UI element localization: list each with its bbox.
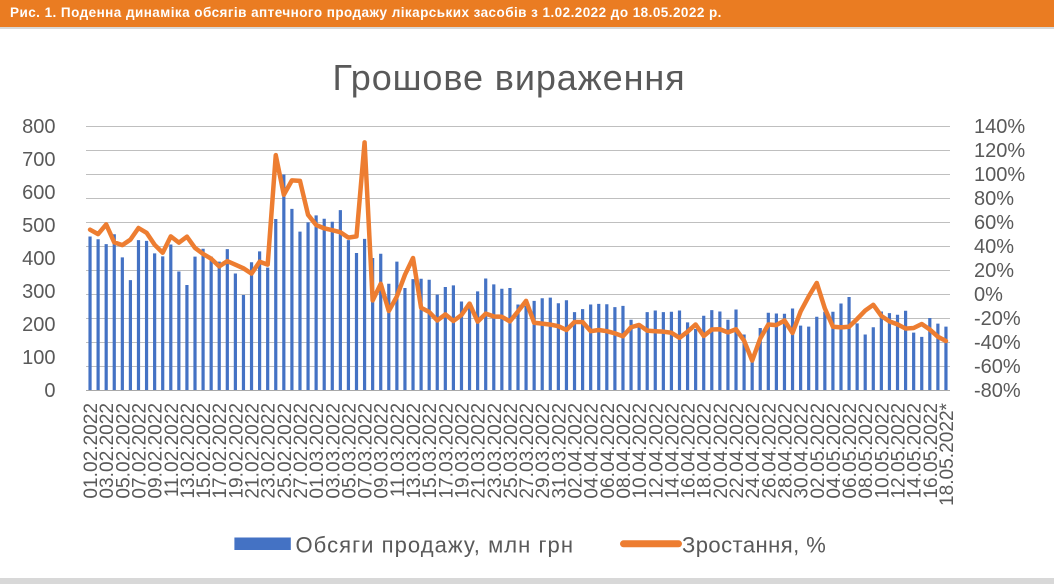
svg-text:17.02.2022: 17.02.2022 — [210, 403, 231, 499]
svg-text:25.03.2022: 25.03.2022 — [501, 403, 522, 499]
svg-text:20%: 20% — [974, 260, 1014, 282]
svg-text:15.02.2022: 15.02.2022 — [194, 403, 215, 499]
svg-text:05.03.2022: 05.03.2022 — [339, 403, 360, 499]
svg-text:19.02.2022: 19.02.2022 — [226, 403, 247, 499]
svg-text:200: 200 — [22, 314, 55, 336]
svg-text:05.02.2022: 05.02.2022 — [113, 403, 134, 499]
svg-text:14.05.2022: 14.05.2022 — [905, 403, 926, 499]
svg-text:23.02.2022: 23.02.2022 — [259, 403, 280, 499]
svg-text:04.05.2022: 04.05.2022 — [824, 403, 845, 499]
svg-text:18.05.2022*: 18.05.2022* — [937, 402, 958, 506]
svg-text:10.05.2022: 10.05.2022 — [872, 403, 893, 499]
svg-text:03.02.2022: 03.02.2022 — [97, 403, 118, 499]
svg-text:28.04.2022: 28.04.2022 — [775, 403, 796, 499]
svg-text:08.05.2022: 08.05.2022 — [856, 403, 877, 499]
svg-text:11.02.2022: 11.02.2022 — [162, 403, 183, 497]
svg-text:Зростання, %: Зростання, % — [682, 533, 826, 558]
svg-text:31.03.2022: 31.03.2022 — [549, 403, 570, 499]
svg-text:24.04.2022: 24.04.2022 — [743, 403, 764, 499]
svg-text:40%: 40% — [974, 236, 1014, 258]
svg-text:120%: 120% — [974, 140, 1025, 162]
svg-text:02.04.2022: 02.04.2022 — [566, 403, 587, 499]
svg-text:0%: 0% — [974, 284, 1003, 306]
svg-text:22.04.2022: 22.04.2022 — [727, 403, 748, 499]
svg-text:08.04.2022: 08.04.2022 — [614, 403, 635, 499]
svg-text:14.04.2022: 14.04.2022 — [662, 403, 683, 499]
svg-text:11.03.2022: 11.03.2022 — [388, 403, 409, 497]
svg-text:500: 500 — [22, 215, 55, 237]
svg-text:27.03.2022: 27.03.2022 — [517, 403, 538, 499]
svg-text:Обсяги продажу, млн грн: Обсяги продажу, млн грн — [296, 533, 575, 558]
svg-text:0: 0 — [44, 380, 55, 402]
svg-text:06.05.2022: 06.05.2022 — [840, 403, 861, 499]
svg-text:16.05.2022: 16.05.2022 — [921, 403, 942, 499]
svg-text:04.04.2022: 04.04.2022 — [582, 403, 603, 499]
svg-text:100: 100 — [22, 347, 55, 369]
svg-text:300: 300 — [22, 281, 55, 303]
svg-text:06.04.2022: 06.04.2022 — [598, 403, 619, 499]
svg-text:30.04.2022: 30.04.2022 — [792, 403, 813, 499]
svg-text:-20%: -20% — [974, 308, 1021, 330]
svg-text:09.02.2022: 09.02.2022 — [146, 403, 167, 499]
svg-text:-40%: -40% — [974, 332, 1021, 354]
svg-text:12.04.2022: 12.04.2022 — [646, 403, 667, 499]
svg-text:15.03.2022: 15.03.2022 — [420, 403, 441, 499]
svg-text:29.03.2022: 29.03.2022 — [533, 403, 554, 499]
svg-text:12.05.2022: 12.05.2022 — [889, 403, 910, 499]
svg-text:26.04.2022: 26.04.2022 — [759, 403, 780, 499]
svg-text:03.03.2022: 03.03.2022 — [323, 403, 344, 499]
svg-text:60%: 60% — [974, 212, 1014, 234]
svg-text:23.03.2022: 23.03.2022 — [485, 403, 506, 499]
svg-text:10.04.2022: 10.04.2022 — [630, 403, 651, 499]
svg-text:02.05.2022: 02.05.2022 — [808, 403, 829, 499]
svg-text:07.03.2022: 07.03.2022 — [356, 403, 377, 499]
svg-text:400: 400 — [22, 248, 55, 270]
svg-text:700: 700 — [22, 149, 55, 171]
svg-text:20.04.2022: 20.04.2022 — [711, 403, 732, 499]
svg-text:80%: 80% — [974, 188, 1014, 210]
svg-text:-60%: -60% — [974, 356, 1021, 378]
svg-text:21.03.2022: 21.03.2022 — [469, 403, 490, 499]
svg-text:16.04.2022: 16.04.2022 — [679, 403, 700, 499]
svg-text:18.04.2022: 18.04.2022 — [695, 403, 716, 499]
svg-text:27.02.2022: 27.02.2022 — [291, 403, 312, 499]
svg-text:01.03.2022: 01.03.2022 — [307, 403, 328, 499]
svg-text:07.02.2022: 07.02.2022 — [129, 403, 150, 499]
svg-text:140%: 140% — [974, 116, 1025, 138]
svg-text:100%: 100% — [974, 164, 1025, 186]
svg-text:19.03.2022: 19.03.2022 — [452, 403, 473, 499]
svg-text:17.03.2022: 17.03.2022 — [436, 403, 457, 499]
svg-text:09.03.2022: 09.03.2022 — [372, 403, 393, 499]
svg-text:21.02.2022: 21.02.2022 — [243, 403, 264, 499]
svg-text:13.03.2022: 13.03.2022 — [404, 403, 425, 499]
svg-text:800: 800 — [22, 116, 55, 138]
svg-text:13.02.2022: 13.02.2022 — [178, 403, 199, 499]
svg-text:25.02.2022: 25.02.2022 — [275, 403, 296, 499]
svg-text:-80%: -80% — [974, 380, 1021, 402]
svg-text:Грошове вираження: Грошове вираження — [332, 57, 685, 98]
svg-text:01.02.2022: 01.02.2022 — [81, 403, 102, 499]
svg-text:600: 600 — [22, 182, 55, 204]
